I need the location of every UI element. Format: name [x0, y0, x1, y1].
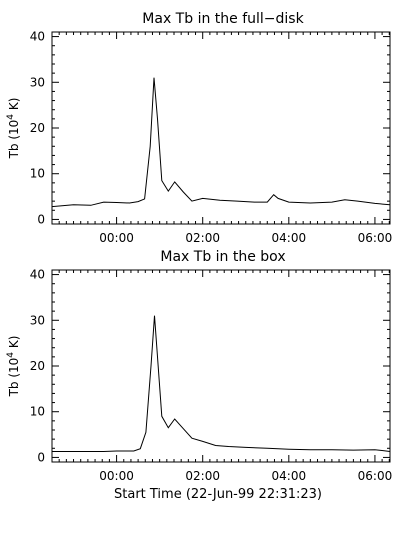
y-tick-label: 10 — [30, 167, 45, 181]
y-tick-label: 20 — [30, 121, 45, 135]
x-tick-label: 02:00 — [185, 231, 220, 245]
x-tick-label: 04:00 — [272, 231, 307, 245]
x-tick-label: 06:00 — [358, 231, 393, 245]
y-tick-label: 40 — [30, 268, 45, 282]
y-axis-label: Tb (104 K) — [6, 98, 21, 160]
y-tick-label: 30 — [30, 313, 45, 327]
x-tick-label: 02:00 — [185, 469, 220, 483]
x-axis-label: Start Time (22-Jun-99 22:31:23) — [114, 487, 322, 502]
y-axis-label-exponent: 4 — [6, 352, 16, 358]
chart-title: Max Tb in the box — [160, 249, 285, 265]
x-tick-label: 04:00 — [272, 469, 307, 483]
y-axis-label-unit: K) — [7, 98, 21, 114]
y-axis-label-text: Tb (10 — [7, 358, 21, 398]
panel-box: Max Tb in the box Tb (104 K) 0 10 20 30 40 00:0… — [6, 249, 392, 483]
y-tick-label: 0 — [37, 450, 45, 464]
series-line — [51, 77, 391, 208]
y-axis-label: Tb (104 K) — [6, 336, 21, 398]
series-line — [52, 315, 391, 452]
y-axis-label-unit: K) — [7, 336, 21, 352]
y-axis-label-exponent: 4 — [6, 114, 16, 120]
x-tick-label: 00:00 — [99, 469, 134, 483]
chart-title: Max Tb in the full−disk — [142, 11, 304, 27]
x-tick-label: 00:00 — [99, 231, 134, 245]
y-tick-label: 30 — [30, 75, 45, 89]
plot-frame — [51, 31, 391, 225]
y-tick-label: 40 — [30, 30, 45, 44]
y-axis-label-text: Tb (10 — [7, 120, 21, 160]
y-tick-label: 0 — [37, 212, 45, 226]
y-tick-label: 20 — [30, 359, 45, 373]
panel-full-disk: Max Tb in the full−disk Tb (104 K) 0 10 20 30… — [6, 11, 392, 245]
y-tick-label: 10 — [30, 405, 45, 419]
plot-frame — [51, 269, 391, 463]
x-tick-label: 06:00 — [358, 469, 393, 483]
